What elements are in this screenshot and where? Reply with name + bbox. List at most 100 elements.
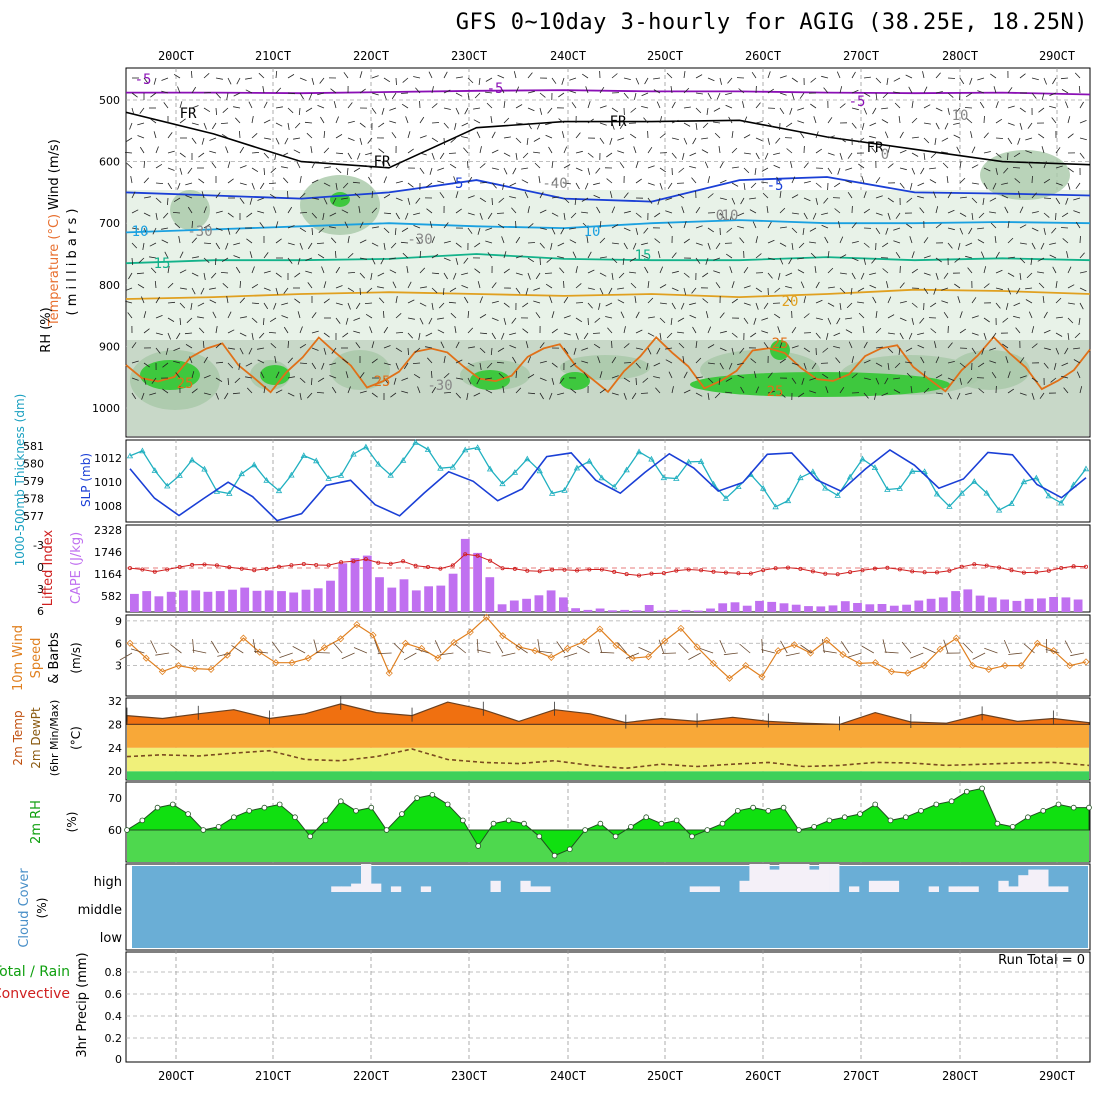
wind-barb [304, 121, 313, 124]
wind-barb [1061, 212, 1069, 218]
surface-barb [192, 639, 195, 654]
wind-barb [1075, 221, 1081, 229]
wind-barb [215, 227, 223, 231]
wind-barb [407, 347, 409, 356]
wind-barb [881, 392, 889, 397]
wind-marker [499, 632, 507, 640]
wind-barb [335, 302, 343, 306]
wind-barb [836, 317, 841, 325]
wind-barb [167, 282, 174, 289]
wind-barb [773, 152, 781, 155]
rh-marker [811, 823, 817, 830]
wind-barb [179, 167, 183, 175]
wind-barb [1051, 227, 1057, 234]
wind-barb [239, 197, 245, 204]
wind-barb [299, 92, 304, 100]
wind-barb [527, 206, 530, 214]
wind-barb [838, 221, 841, 229]
wind-barb [983, 132, 989, 139]
wind-barb [1031, 227, 1039, 232]
wind-barb [161, 239, 169, 244]
date-label-top: 20OCT [158, 49, 194, 63]
wind-barb [395, 77, 397, 86]
wind-barb [464, 296, 469, 304]
rh-marker [689, 833, 695, 840]
wind-barb [851, 257, 859, 262]
thickness-marker [1033, 474, 1040, 481]
wind-marker [385, 669, 393, 677]
wind-barb [647, 146, 653, 154]
wind-barb [524, 191, 529, 199]
wind-barb [545, 283, 553, 289]
wind-barb [788, 257, 793, 265]
wind-barb [249, 197, 253, 205]
wind-barb [965, 255, 973, 259]
wind-barb [701, 149, 709, 154]
wind-barb [803, 347, 811, 353]
thickness-marker [1057, 499, 1065, 506]
wind-barb [212, 311, 217, 319]
thickness-marker [548, 490, 556, 496]
rh-green-4 [690, 372, 950, 397]
wind-barb [450, 312, 457, 319]
wind-barb [197, 302, 205, 307]
thickness-marker [586, 457, 593, 464]
wind-barb [287, 92, 296, 95]
wind-barb [126, 163, 133, 169]
wind-barb [594, 317, 601, 323]
wind-barb [347, 236, 350, 244]
thickness-marker [437, 464, 444, 471]
wind-barb [777, 326, 781, 334]
temperature-panel [126, 695, 1090, 780]
wind-barb [1049, 105, 1057, 109]
cape-bar [608, 610, 617, 612]
wind-barb [644, 266, 649, 274]
wind-barb [558, 92, 565, 98]
rh-marker [1055, 801, 1062, 808]
wind-barb [394, 227, 397, 236]
thickness-marker [337, 472, 345, 478]
rh-area [125, 787, 1090, 857]
cape-bar [644, 605, 654, 612]
wind-barb [1014, 178, 1021, 184]
date-label-top: 26OCT [745, 49, 781, 63]
wind-barb [647, 347, 652, 355]
cape-bar [595, 608, 605, 612]
cloud-high-bar [351, 883, 362, 892]
wind-barb [215, 107, 217, 116]
wind-barb [227, 77, 232, 85]
wind-barb [329, 362, 337, 366]
wind-barb [707, 77, 715, 82]
wind-barb [177, 182, 181, 190]
cape-bar [142, 591, 152, 612]
wind-barb [167, 266, 170, 274]
wind-barb [355, 302, 361, 310]
wind-barb [1038, 282, 1045, 289]
wind-barb [665, 347, 673, 350]
wind-barb [791, 345, 799, 349]
thickness-marker [313, 457, 320, 464]
wind-barb [647, 297, 654, 304]
wind-barb [863, 341, 868, 349]
surface-barb [910, 652, 924, 659]
wind-barb [185, 182, 193, 186]
wind-barb [378, 122, 385, 128]
wind-barb [131, 257, 134, 266]
wind-barb [191, 86, 197, 94]
thickness-marker [598, 474, 605, 481]
cape-bar [509, 600, 519, 612]
cape-bar [828, 605, 838, 612]
rh-marker [597, 820, 604, 827]
wind-barb [371, 257, 376, 265]
wind-barb [311, 312, 317, 319]
wind-marker [1017, 662, 1025, 670]
cape-bar [191, 590, 201, 612]
cape-bar [620, 609, 630, 612]
wind-barb [586, 236, 589, 244]
wind-barb [731, 281, 735, 289]
wind-barb [857, 287, 865, 292]
wind-barb [257, 347, 265, 350]
wind-barb [239, 146, 245, 154]
isotherm-3 [125, 219, 1091, 234]
wind-barb [281, 315, 289, 319]
